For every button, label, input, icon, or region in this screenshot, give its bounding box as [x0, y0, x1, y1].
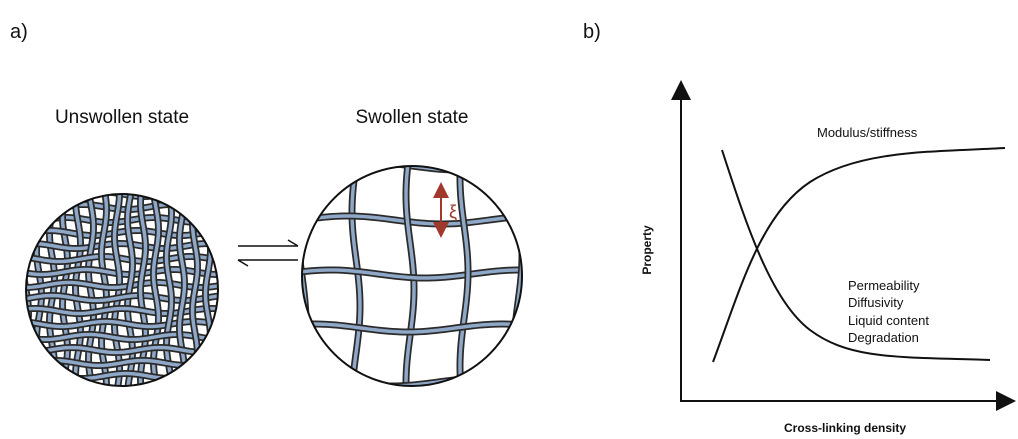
curve-label: Permeability — [848, 278, 920, 293]
panel-label: a) — [10, 21, 28, 43]
curve-label: Degradation — [848, 330, 919, 345]
x-axis-title: Cross-linking density — [784, 421, 906, 435]
curve-label: Diffusivity — [848, 295, 904, 310]
state-title: Swollen state — [355, 107, 468, 128]
unswollen-mesh — [16, 184, 228, 396]
state-title: Unswollen state — [55, 107, 189, 128]
falling-curve — [722, 150, 990, 360]
mesh-size-symbol: ξ — [449, 202, 457, 222]
equilibrium-arrow — [238, 260, 298, 266]
figure: a) b) Unswollen state Swollen state ξ Mo… — [0, 0, 1018, 439]
curve-label: Liquid content — [848, 313, 929, 328]
equilibrium-arrow — [238, 240, 298, 246]
swollen-mesh — [292, 156, 532, 396]
panel-label: b) — [583, 21, 601, 43]
y-axis-title: Property — [640, 225, 654, 275]
curve-label: Modulus/stiffness — [817, 125, 918, 140]
